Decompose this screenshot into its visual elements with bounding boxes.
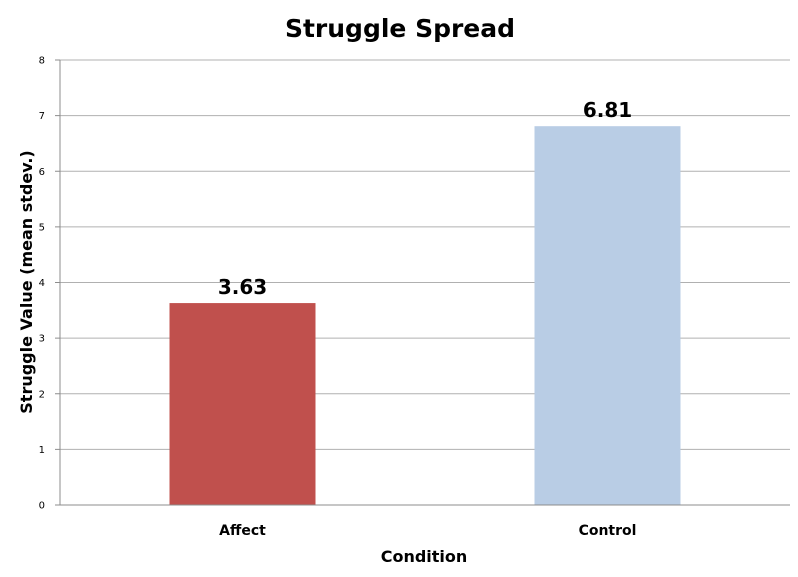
x-category-label: Affect bbox=[219, 523, 266, 539]
y-tick-label: 1 bbox=[39, 445, 45, 456]
data-labels: 3.63 6.81 bbox=[218, 98, 632, 299]
bars bbox=[169, 126, 681, 505]
data-label-control: 6.81 bbox=[583, 98, 632, 122]
data-label-affect: 3.63 bbox=[218, 275, 267, 299]
bar-affect bbox=[169, 303, 316, 505]
y-tick-label: 6 bbox=[39, 167, 45, 178]
x-axis-categories: Affect Control bbox=[219, 523, 636, 539]
y-axis-title: Struggle Value (mean stdev.) bbox=[17, 150, 36, 413]
x-axis-title: Condition bbox=[381, 547, 468, 566]
y-tick-label: 2 bbox=[39, 389, 45, 400]
y-tick-label: 0 bbox=[39, 501, 45, 512]
y-tick-label: 3 bbox=[39, 334, 45, 345]
chart-title: Struggle Spread bbox=[285, 14, 515, 43]
y-axis-ticks: 0 1 2 3 4 5 6 7 8 bbox=[39, 56, 60, 512]
y-tick-label: 8 bbox=[39, 56, 45, 67]
y-tick-label: 5 bbox=[39, 222, 45, 233]
x-category-label: Control bbox=[579, 523, 637, 539]
y-tick-label: 7 bbox=[39, 111, 45, 122]
bar-control bbox=[534, 126, 681, 505]
y-tick-label: 4 bbox=[39, 278, 45, 289]
